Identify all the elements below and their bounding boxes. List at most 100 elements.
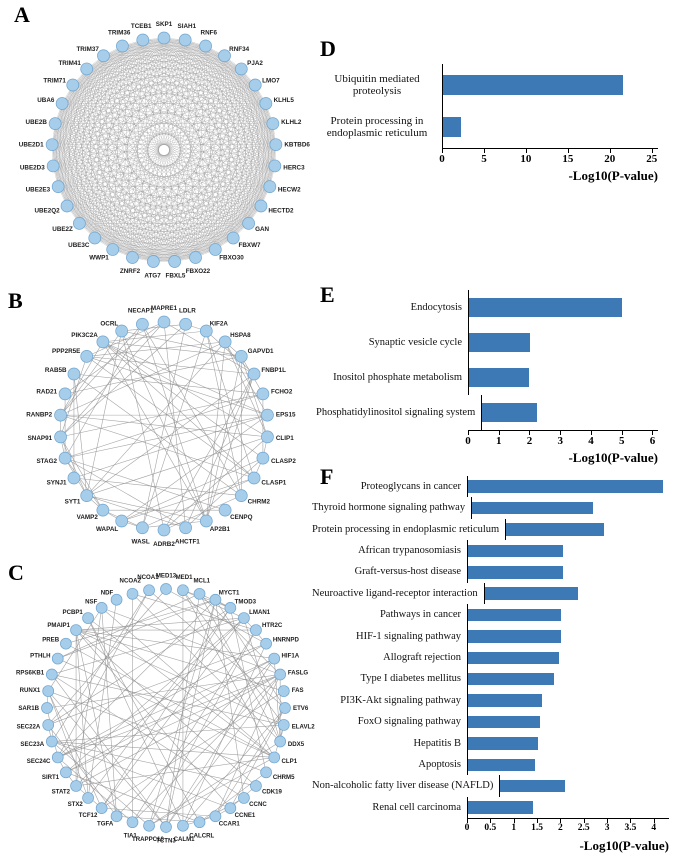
gene-label: RNF34 [229,46,249,53]
gene-node [46,159,60,173]
bar-chart-d: Ubiquitin mediated proteolysis Protein pr… [316,64,676,184]
edge [51,144,95,239]
gene-node [95,602,108,614]
edge [224,55,234,239]
gene-label: UBE2B [26,119,48,126]
bar [443,117,461,137]
edge [102,341,242,357]
edge [182,590,275,758]
gene-node [116,39,129,53]
chart-row: Thyroid hormone signaling pathway [312,497,678,519]
gene-node [80,62,94,76]
edge [62,103,273,124]
gene-node [193,587,206,600]
edge [86,356,255,479]
edge [94,186,270,239]
edge [86,495,207,522]
tick-mark [560,431,562,435]
tick-label: 3 [604,823,610,834]
edge [132,593,257,631]
edge [55,123,154,262]
gene-node [260,766,272,779]
tick-label: 3.5 [624,823,637,834]
chart-row: FoxO signaling pathway [312,711,678,733]
chart-row: Protein processing in endoplasmic reticu… [316,106,676,148]
edge [47,690,102,809]
tick-label: 5 [481,153,487,165]
gene-node [226,231,240,245]
category-label: Inositol phosphate metabolism [316,360,468,395]
category-label-text: Protein processing in endoplasmic reticu… [326,114,428,139]
edge [76,629,275,659]
edge [60,341,104,416]
category-label: Ubiquitin mediated proteolysis [316,64,442,106]
edge [132,40,143,258]
edge [52,45,123,145]
edge [51,674,167,828]
gene-node [70,780,82,792]
category-label: Allograft rejection [312,647,467,668]
edge [142,39,249,224]
category-label-text: Allograft rejection [383,651,461,663]
tick-label: 1 [495,435,502,447]
gene-node [178,33,192,47]
edge [87,617,275,758]
edge [101,617,245,809]
bar-track [467,754,669,776]
edge [51,674,245,799]
gene-label: TRIM71 [43,77,66,84]
edge [62,68,242,104]
tick-label: 2 [526,435,533,447]
gene-node [250,780,262,792]
gene-label: TRIM41 [58,60,81,67]
gene-label: NCOA1 [137,574,159,581]
gene-label: UBE2Z [52,226,73,233]
edge [66,144,276,207]
gene-label: STX2 [68,801,84,808]
gene-node [147,255,160,268]
bar [469,368,529,387]
tick-label: 10 [520,153,532,165]
panel-c-letter: C [8,560,24,585]
gene-label: SAR1B [18,705,39,712]
edge [72,84,275,167]
tick-mark [525,149,527,153]
gene-label: GAPVD1 [248,348,274,355]
edge [52,144,175,262]
edge [101,690,284,809]
edge [142,39,273,124]
bar [468,758,536,772]
edge [51,741,150,827]
gene-label: KIF2A [210,320,229,327]
category-label-text: Thyroid hormone signaling pathway [312,502,466,514]
gene-node [58,451,72,465]
gene-node [274,735,287,748]
tick-label: 0 [439,153,445,165]
bar-chart-f: Proteoglycans in cancer Thyroid hormone s… [312,476,678,854]
edge [53,165,154,262]
edge [86,330,122,496]
gene-label: WWP1 [89,254,109,261]
tick-label: 1.5 [531,823,543,834]
tick-label: 4 [588,435,594,447]
edge [86,68,113,250]
chart-row: PI3K-Akt signaling pathway [312,689,678,712]
gene-label: GAN [255,226,269,233]
edge [224,55,275,167]
gene-label: HNRNPD [273,637,300,644]
edge [72,84,154,262]
category-label-text: Renal cell carcinoma [372,801,461,813]
edge [61,103,68,207]
edge [46,674,281,709]
gene-node [179,317,192,331]
edge [112,40,143,250]
edge [79,45,123,224]
bar [443,75,623,95]
gene-node [110,810,123,823]
edge [60,324,143,416]
edge [148,599,216,826]
gene-node [42,685,55,697]
edge [142,39,216,250]
bar-track [467,625,669,648]
